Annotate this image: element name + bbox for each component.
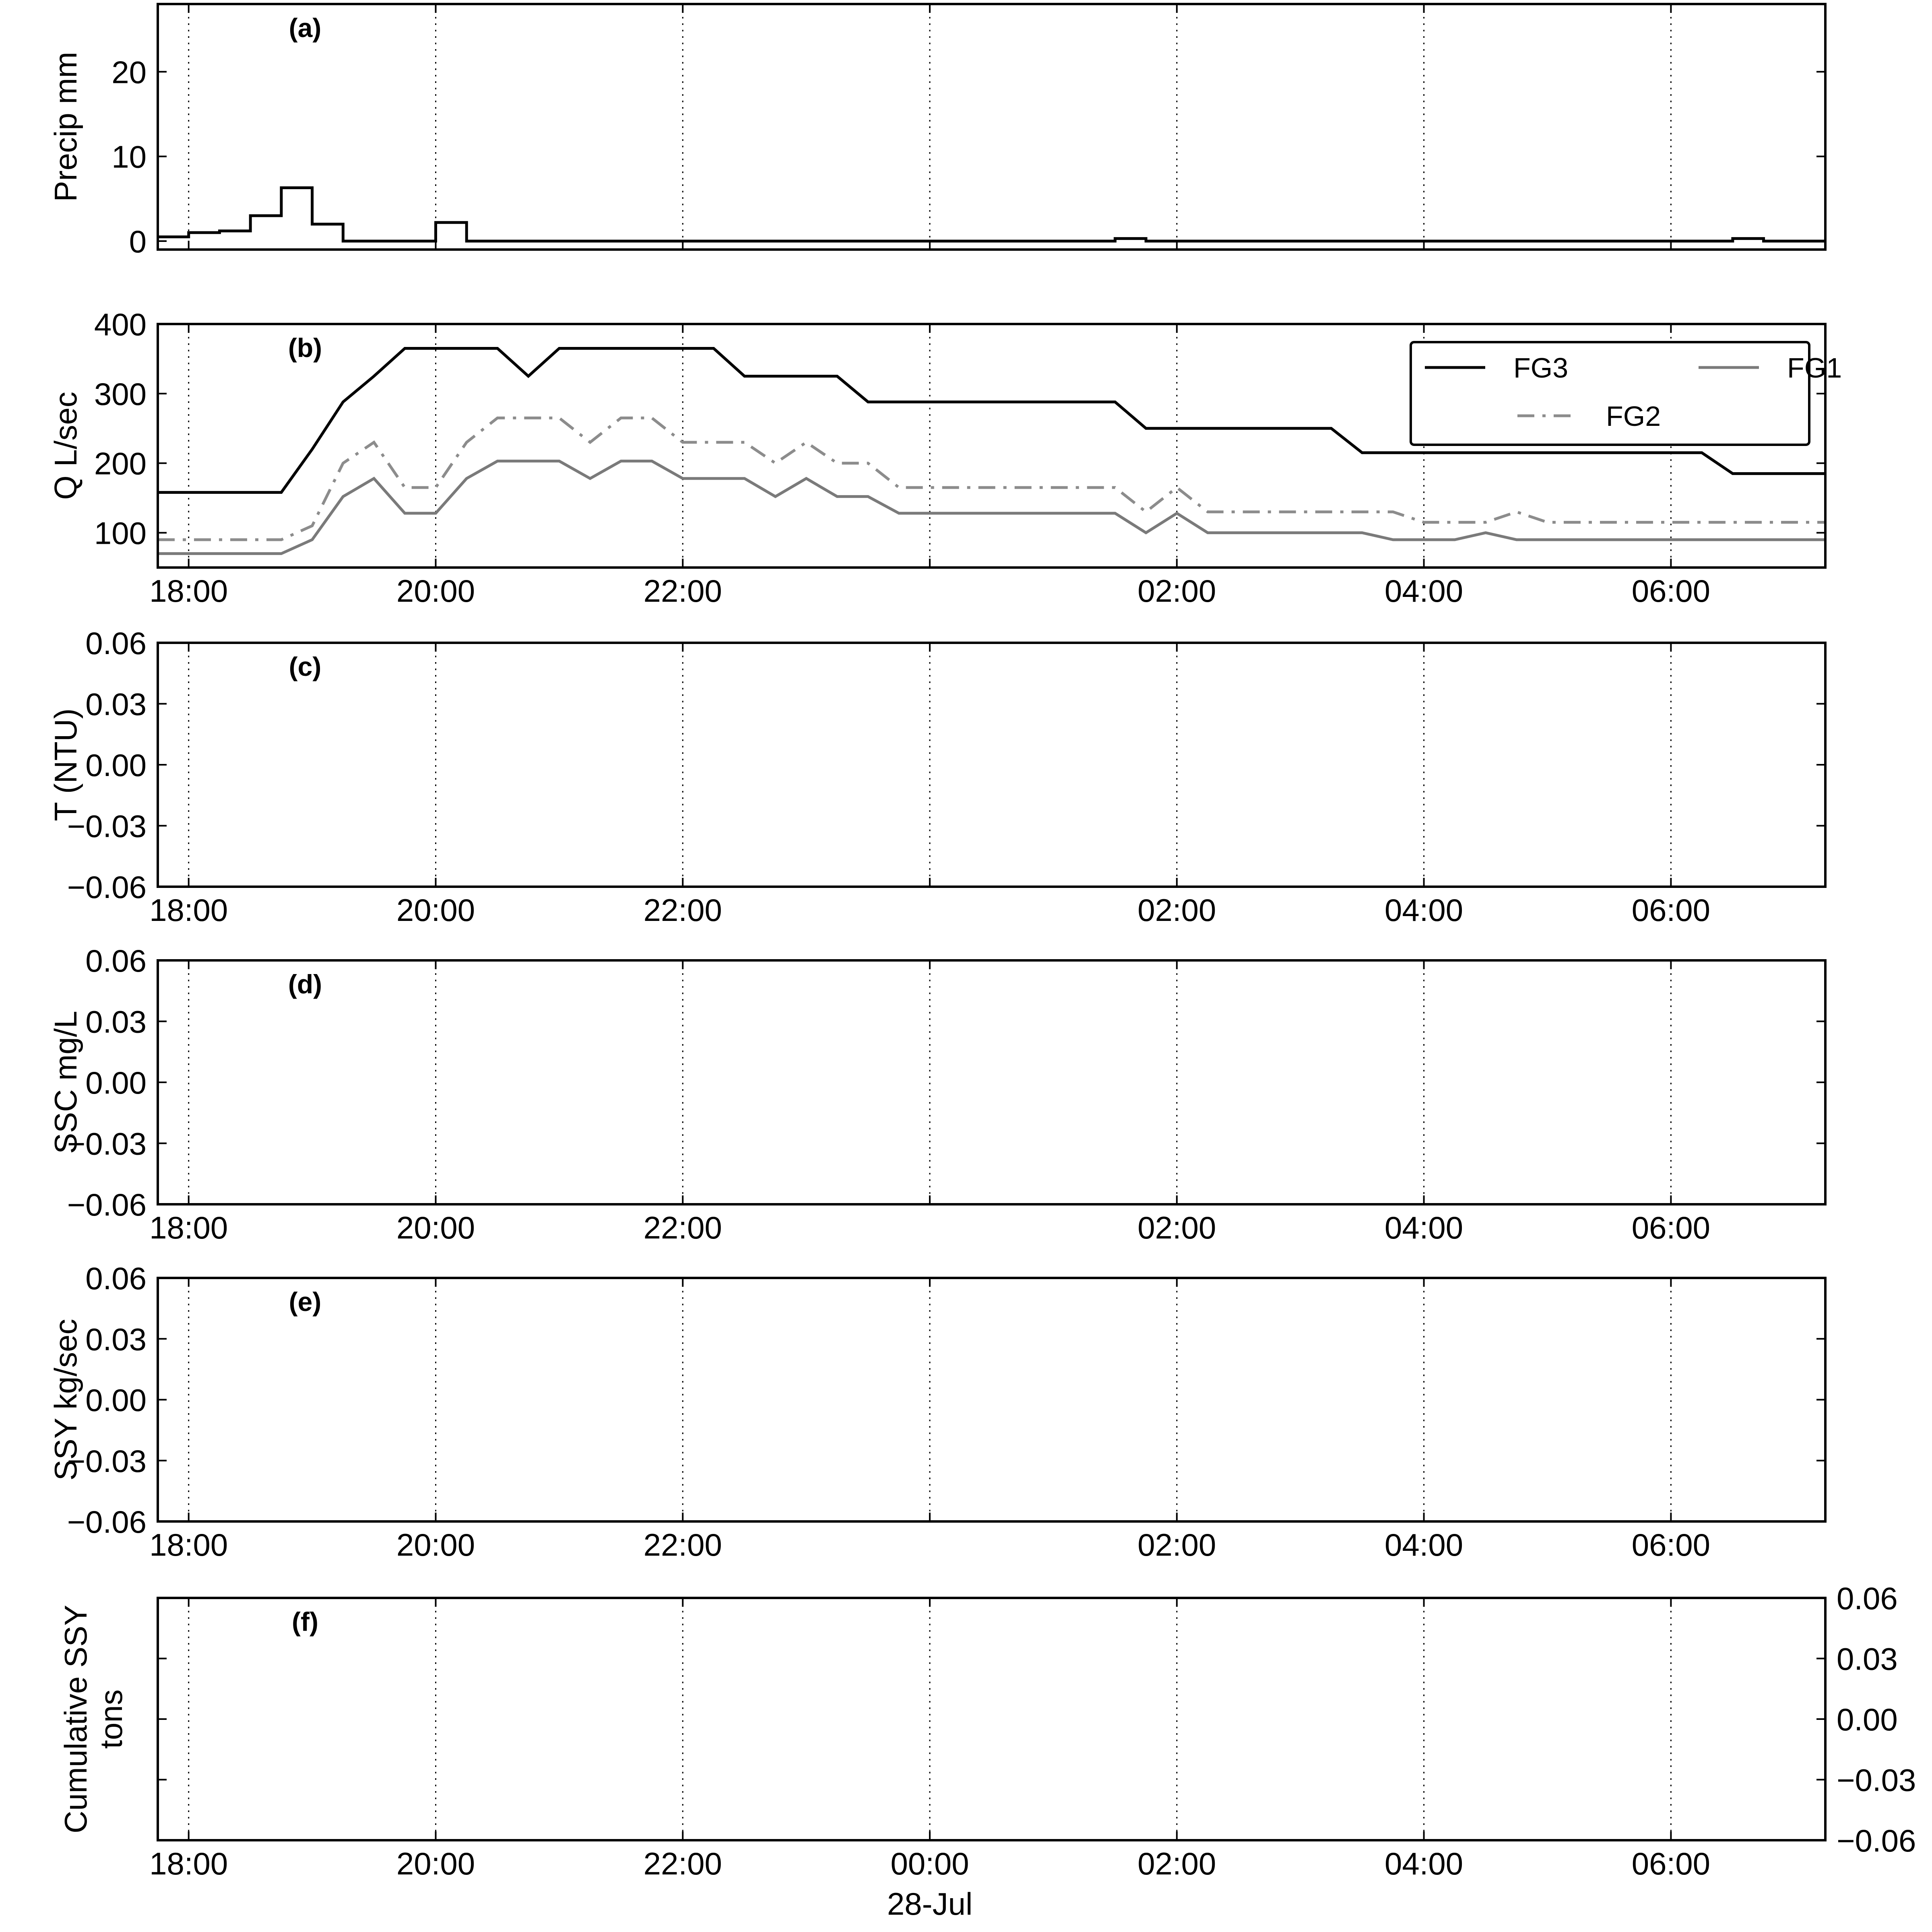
x-tick-label: 04:00	[1385, 1846, 1463, 1881]
y-tick-label: −0.06	[67, 1504, 147, 1540]
x-tick-label: 20:00	[396, 892, 475, 928]
y-tick-label: −0.06	[67, 1187, 147, 1222]
x-tick-label: 22:00	[644, 1210, 722, 1245]
plot-frame	[157, 1597, 1827, 1841]
x-tick-label: 06:00	[1632, 1210, 1710, 1245]
panel-e: 18:00 20:00 22:00 02:00 04:00 06:00 −0.06 −0.03…	[48, 1261, 1827, 1563]
y-tick-label: 0.00	[1837, 1702, 1898, 1737]
x-tick-label: 06:00	[1632, 1527, 1710, 1563]
x-tick-label: 04:00	[1385, 1210, 1463, 1245]
panel-d: 18:00 20:00 22:00 02:00 04:00 06:00 −0.06 −0.03…	[48, 943, 1827, 1245]
y-tick-label: 0.00	[85, 747, 147, 783]
series-line-precip-0	[158, 186, 1825, 243]
y-axis-label: Cumulative SSY	[58, 1605, 93, 1833]
y-tick-label: −0.03	[67, 809, 147, 844]
x-tick-label: 02:00	[1137, 1846, 1216, 1881]
y-axis-label: SSC mg/L	[48, 1011, 83, 1154]
x-tick-label: 22:00	[644, 892, 722, 928]
x-tick-label: 18:00	[149, 1527, 228, 1563]
panel-label: (c)	[289, 652, 322, 681]
x-tick-label: 18:00	[149, 892, 228, 928]
y-tick-label: 0.03	[85, 1321, 147, 1357]
x-tick-label: 00:00	[890, 1846, 969, 1881]
x-tick-label: 18:00	[149, 1210, 228, 1245]
y-tick-label: 0.00	[85, 1065, 147, 1100]
series-line-fg2	[158, 416, 1825, 541]
panel-label: (a)	[289, 13, 322, 43]
y-tick-label: 20	[111, 54, 147, 90]
x-tick-label: 06:00	[1632, 573, 1710, 609]
plot-frame	[157, 1277, 1827, 1523]
panel-label: (d)	[288, 969, 322, 999]
y-tick-label: −0.03	[67, 1126, 147, 1162]
legend-label: FG2	[1606, 400, 1661, 432]
x-tick-label: 06:00	[1632, 892, 1710, 928]
series-line-fg3	[158, 347, 1825, 494]
x-tick-label: 02:00	[1137, 1527, 1216, 1563]
y-tick-label: −0.03	[1837, 1763, 1916, 1798]
y-axis-label: T (NTU)	[48, 708, 83, 821]
x-tick-label: 20:00	[396, 1846, 475, 1881]
x-tick-label: 20:00	[396, 1527, 475, 1563]
panel-label: (f)	[292, 1607, 318, 1637]
x-tick-label: 22:00	[644, 573, 722, 609]
y-tick-label: 0.00	[85, 1383, 147, 1418]
panel-a: 0 10 20 Precip mm (a)	[48, 3, 1827, 259]
y-tick-label: 10	[111, 139, 147, 175]
y-axis-label: tons	[93, 1689, 129, 1748]
x-tick-label: 04:00	[1385, 573, 1463, 609]
y-tick-label: −0.03	[67, 1443, 147, 1479]
legend-label: FG3	[1513, 352, 1568, 384]
y-tick-label: 400	[94, 307, 147, 342]
x-tick-label: 18:00	[149, 573, 228, 609]
y-axis-label: Q L/sec	[48, 392, 83, 500]
x-tick-label: 20:00	[396, 1210, 475, 1245]
x-tick-label: 18:00	[149, 1846, 228, 1881]
x-date-label: 28-Jul	[887, 1886, 972, 1922]
y-axis-label: Precip mm	[48, 52, 83, 202]
y-tick-label: −0.06	[1837, 1823, 1916, 1858]
y-axis-label: SSY kg/sec	[48, 1319, 83, 1481]
y-tick-label: 0.03	[1837, 1641, 1898, 1677]
x-tick-label: 22:00	[644, 1527, 722, 1563]
panel-c: 18:00 20:00 22:00 02:00 04:00 06:00 −0.06 −0.03…	[48, 625, 1827, 928]
panel-label: (e)	[289, 1287, 322, 1317]
x-tick-label: 20:00	[396, 573, 475, 609]
plot-frame	[157, 323, 1827, 569]
plot-frame	[157, 642, 1827, 888]
x-tick-label: 22:00	[644, 1846, 722, 1881]
y-tick-label: 0.06	[85, 1261, 147, 1296]
y-tick-label: −0.06	[67, 869, 147, 905]
plot-frame	[157, 3, 1827, 251]
series-line-fg1	[158, 460, 1825, 555]
legend-label: FG1	[1787, 352, 1842, 384]
y-tick-label: 100	[94, 516, 147, 551]
x-tick-label: 02:00	[1137, 892, 1216, 928]
x-tick-label: 02:00	[1137, 573, 1216, 609]
panel-label: (b)	[288, 333, 322, 363]
y-tick-label: 0.06	[1837, 1581, 1898, 1616]
panel-b: 18:00 20:00 22:00 02:00 04:00 06:00 100 200 300 4…	[48, 307, 1842, 609]
panel-f: 18:00 20:00 22:00 00:00 02:00 04:00 06:00 28-Ju…	[58, 1581, 1916, 1922]
y-tick-label: 0.06	[85, 943, 147, 978]
y-tick-label: 200	[94, 446, 147, 481]
y-tick-label: 0.03	[85, 1004, 147, 1040]
x-tick-label: 02:00	[1137, 1210, 1216, 1245]
y-tick-label: 0.03	[85, 687, 147, 722]
x-tick-label: 06:00	[1632, 1846, 1710, 1881]
legend: FG3 FG2 FG1	[1410, 341, 1842, 446]
y-tick-label: 0.06	[85, 625, 147, 661]
plot-frame	[157, 959, 1827, 1205]
x-tick-label: 04:00	[1385, 1527, 1463, 1563]
y-tick-label: 0	[129, 224, 147, 259]
y-tick-label: 300	[94, 376, 147, 412]
x-tick-label: 04:00	[1385, 892, 1463, 928]
